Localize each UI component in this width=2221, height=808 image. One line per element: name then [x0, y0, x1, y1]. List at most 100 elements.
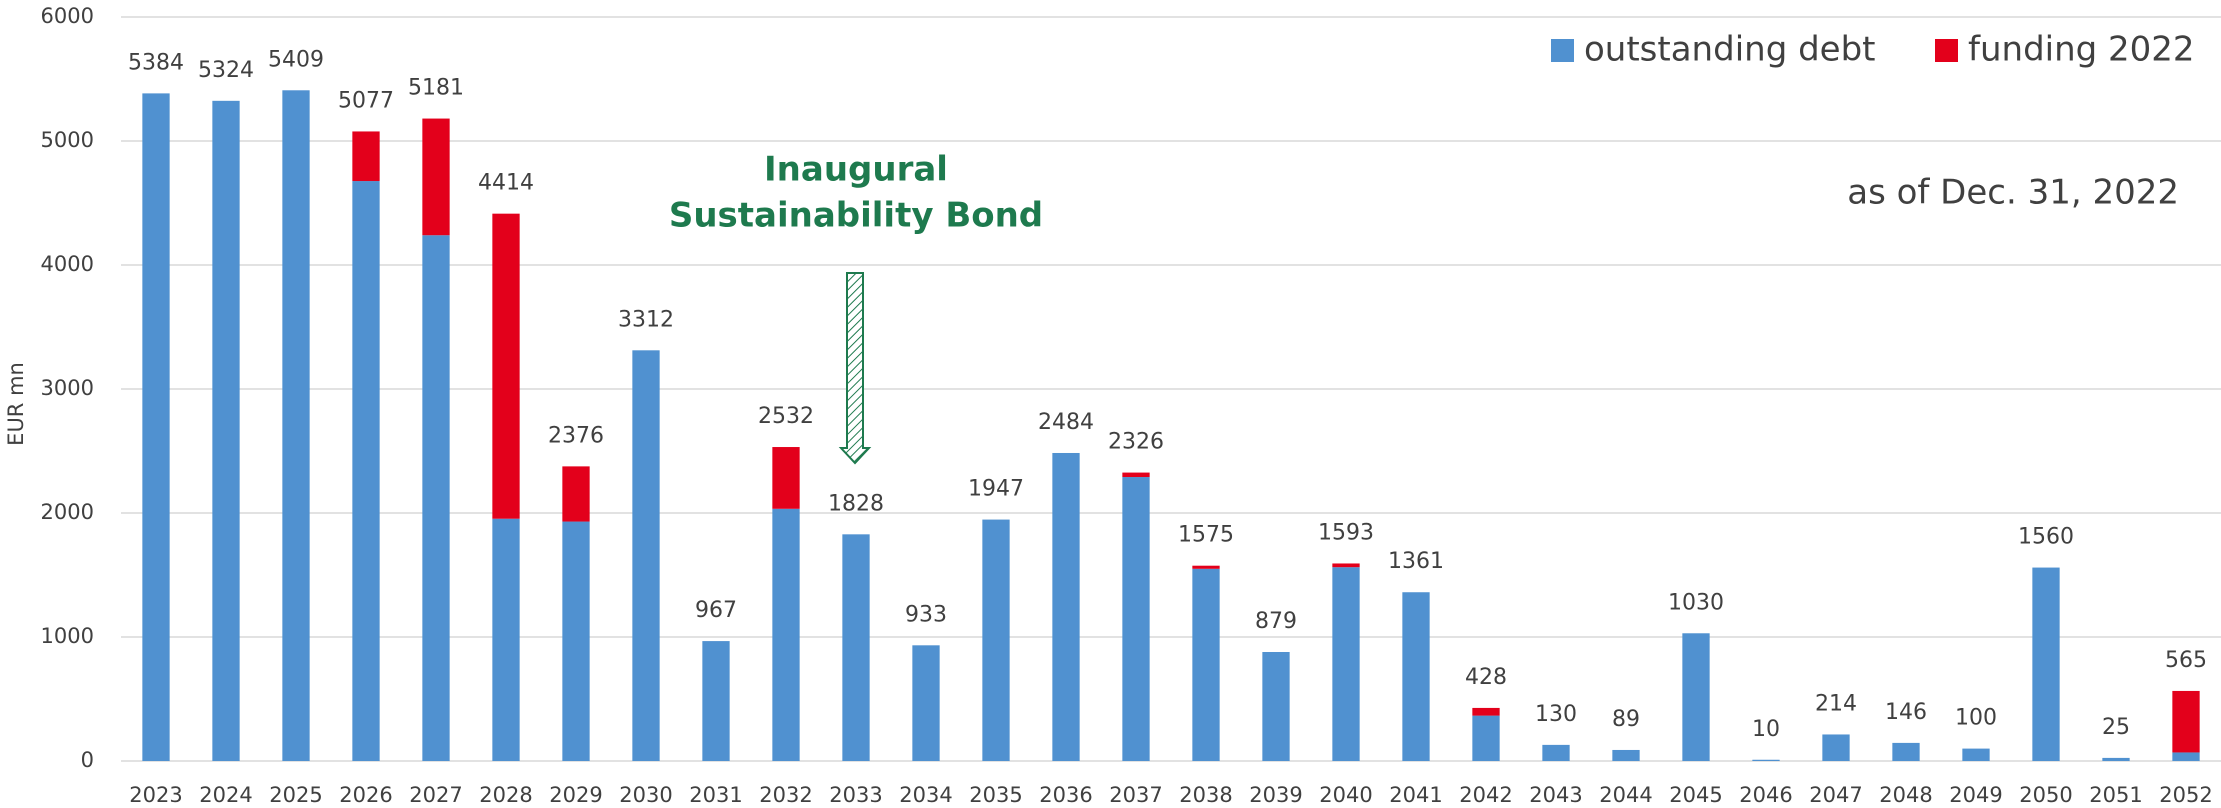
annotation-arrow: [838, 272, 872, 465]
x-tick-label: 2025: [269, 783, 322, 807]
total-label: 1947: [968, 477, 1024, 502]
x-tick-label: 2030: [619, 783, 672, 807]
x-tick-label: 2029: [549, 783, 602, 807]
x-tick-label: 2046: [1739, 783, 1792, 807]
legend: outstanding debt funding 2022: [1551, 30, 2195, 70]
x-tick-label: 2050: [2019, 783, 2072, 807]
total-label: 1560: [2018, 525, 2074, 550]
bar-segment: [1892, 742, 1920, 761]
total-label: 89: [1612, 707, 1640, 732]
x-tick-label: 2048: [1879, 783, 1932, 807]
total-label: 1575: [1178, 523, 1234, 548]
total-label: 5077: [338, 88, 394, 113]
total-label: 428: [1465, 665, 1507, 690]
y-tick-label: 3000: [41, 376, 94, 400]
total-label: 146: [1885, 700, 1927, 725]
total-label: 1593: [1318, 520, 1374, 545]
legend-swatch: [1551, 39, 1574, 62]
x-tick-label: 2037: [1109, 783, 1162, 807]
note: as of Dec. 31, 2022: [1847, 173, 2179, 213]
total-label: 565: [2165, 648, 2207, 673]
x-tick-label: 2042: [1459, 783, 1512, 807]
x-tick-label: 2044: [1599, 783, 1652, 807]
bar-segment: [1122, 477, 1150, 761]
total-label: 4414: [478, 171, 534, 196]
x-tick-label: 2027: [409, 783, 462, 807]
bar-segment: [1542, 744, 1570, 761]
bar-segment: [1192, 568, 1220, 761]
bar-segment: [702, 641, 730, 761]
bar-segment: [982, 519, 1010, 761]
total-label: 2326: [1108, 430, 1164, 455]
bar-segment: [1052, 452, 1080, 761]
x-tick-label: 2051: [2089, 783, 2142, 807]
x-tick-label: 2049: [1949, 783, 2002, 807]
total-label: 5324: [198, 58, 254, 83]
y-tick-label: 1000: [41, 624, 94, 648]
legend-label: outstanding debt: [1584, 30, 1876, 70]
y-axis-title: EUR mn: [4, 362, 28, 446]
bar-segment: [1682, 633, 1710, 761]
x-tick-label: 2032: [759, 783, 812, 807]
bar-segment: [1752, 759, 1780, 761]
bar-segment: [842, 534, 870, 761]
bar-segment: [492, 518, 520, 761]
bar-segment: [912, 645, 940, 761]
total-label: 1828: [828, 491, 884, 516]
total-label: 130: [1535, 702, 1577, 727]
bar-segment: [562, 466, 590, 522]
x-tick-label: 2039: [1249, 783, 1302, 807]
bar-segment: [1402, 592, 1430, 761]
total-label: 933: [905, 602, 947, 627]
bar-segment: [2102, 757, 2130, 761]
total-label: 2532: [758, 404, 814, 429]
x-tick-label: 2023: [129, 783, 182, 807]
total-label: 879: [1255, 609, 1297, 634]
annotation: Sustainability Bond: [669, 196, 1043, 236]
x-tick-label: 2024: [199, 783, 252, 807]
total-label: 214: [1815, 691, 1857, 716]
x-tick-label: 2040: [1319, 783, 1372, 807]
legend-label: funding 2022: [1968, 30, 2195, 70]
x-tick-label: 2043: [1529, 783, 1582, 807]
bar-segment: [562, 521, 590, 761]
x-tick-label: 2036: [1039, 783, 1092, 807]
total-label: 2376: [548, 423, 604, 448]
total-label: 5181: [408, 76, 464, 101]
bar-segment: [422, 118, 450, 236]
x-tick-label: 2047: [1809, 783, 1862, 807]
bar-segment: [422, 235, 450, 762]
bar-segment: [282, 90, 310, 761]
y-tick-label: 5000: [41, 128, 94, 152]
bar-segment: [772, 447, 800, 509]
bar-segment: [772, 508, 800, 761]
bar-segment: [1472, 715, 1500, 761]
total-label: 5384: [128, 50, 184, 75]
total-label: 3312: [618, 307, 674, 332]
bar-segment: [352, 131, 380, 182]
bar-segment: [2032, 567, 2060, 761]
total-label: 1361: [1388, 549, 1444, 574]
total-label: 100: [1955, 706, 1997, 731]
total-label: 2484: [1038, 410, 1094, 435]
bar-segment: [492, 213, 520, 519]
x-tick-label: 2041: [1389, 783, 1442, 807]
bar-segment: [1612, 749, 1640, 761]
bar-segment: [1962, 748, 1990, 761]
total-label: 1030: [1668, 590, 1724, 615]
y-tick-label: 6000: [41, 4, 94, 28]
x-tick-label: 2034: [899, 783, 952, 807]
bar-segment: [212, 100, 240, 762]
total-label: 967: [695, 598, 737, 623]
total-label: 10: [1752, 717, 1780, 742]
x-tick-label: 2035: [969, 783, 1022, 807]
y-tick-label: 0: [81, 748, 94, 772]
x-tick-label: 2052: [2159, 783, 2212, 807]
bar-segment: [1822, 734, 1850, 761]
bar-segment: [1332, 563, 1360, 568]
x-tick-label: 2026: [339, 783, 392, 807]
x-tick-label: 2028: [479, 783, 532, 807]
bar-segment: [632, 350, 660, 761]
bar-segment: [1472, 707, 1500, 716]
